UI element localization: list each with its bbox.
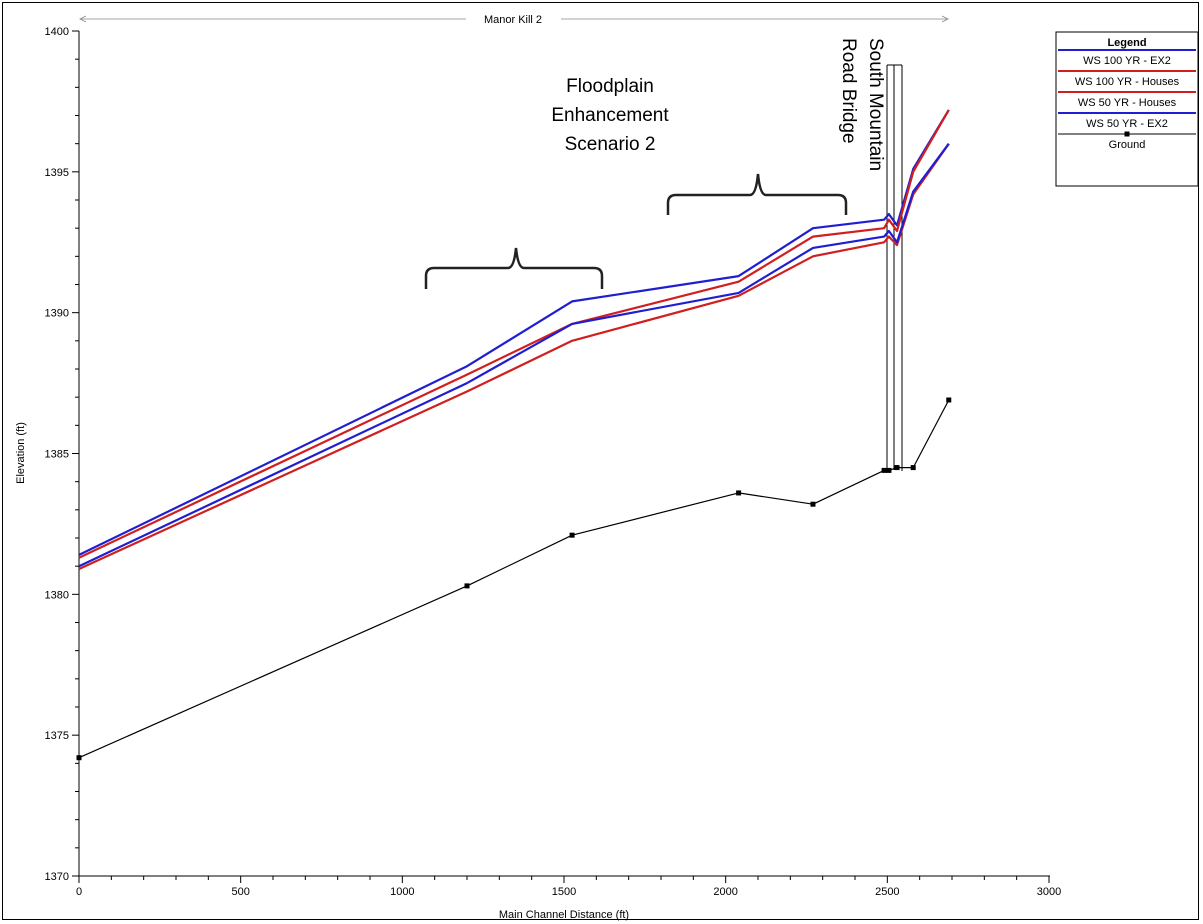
x-tick-label: 2500: [875, 886, 899, 898]
legend-marker: [1124, 131, 1130, 137]
ground-point: [946, 397, 952, 403]
legend: Legend WS 100 YR - EX2 WS 100 YR - Houses…: [1055, 31, 1199, 187]
series-line-4: [78, 143, 950, 568]
x-tick-label: 3000: [1037, 886, 1061, 898]
ground-point: [881, 467, 887, 473]
y-tick-label: 1375: [45, 730, 69, 742]
ground-point: [76, 755, 82, 761]
y-tick-label: 1390: [45, 308, 69, 320]
ground-point: [810, 501, 816, 507]
ground-point: [886, 467, 892, 473]
brace-left: [424, 247, 604, 289]
y-tick-label: 1370: [45, 871, 69, 883]
y-tick-label: 1385: [45, 449, 69, 461]
x-tick-label: 500: [231, 886, 249, 898]
x-tick-label: 1000: [390, 886, 414, 898]
ground-point: [910, 465, 916, 471]
y-tick-label: 1395: [45, 167, 69, 179]
x-tick-label: 0: [76, 886, 82, 898]
series-line-1: [78, 109, 950, 556]
bridge-line-2: Road Bridge: [838, 38, 859, 144]
legend-label-1: WS 100 YR - EX2: [1083, 55, 1171, 67]
scenario-line-1: Floodplain: [566, 76, 654, 97]
chart-title: Manor Kill 2: [484, 14, 542, 26]
brace-right: [666, 173, 848, 215]
legend-title: Legend: [1107, 37, 1146, 49]
legend-label-4: WS 50 YR - EX2: [1086, 118, 1168, 130]
ground-point: [736, 490, 742, 496]
series-line-5: [78, 399, 950, 759]
scenario-line-3: Scenario 2: [565, 134, 656, 155]
title-arrow: [79, 15, 949, 23]
x-tick-label: 1500: [552, 886, 576, 898]
y-tick-label: 1400: [45, 26, 69, 38]
ground-point: [894, 465, 900, 471]
scenario-line-2: Enhancement: [551, 105, 669, 126]
ground-point: [464, 583, 470, 589]
y-tick-label: 1380: [45, 589, 69, 601]
series-line-2: [78, 109, 950, 559]
x-axis-label: Main Channel Distance (ft): [499, 909, 629, 921]
legend-label-5: Ground: [1109, 139, 1146, 151]
legend-label-3: WS 50 YR - Houses: [1078, 97, 1177, 109]
bridge-deck: [886, 64, 903, 471]
x-tick-label: 2000: [713, 886, 737, 898]
y-axis-label: Elevation (ft): [15, 422, 27, 484]
legend-label-2: WS 100 YR - Houses: [1075, 76, 1180, 88]
bridge-line-1: South Mountain: [865, 38, 886, 171]
ground-point: [569, 532, 575, 538]
